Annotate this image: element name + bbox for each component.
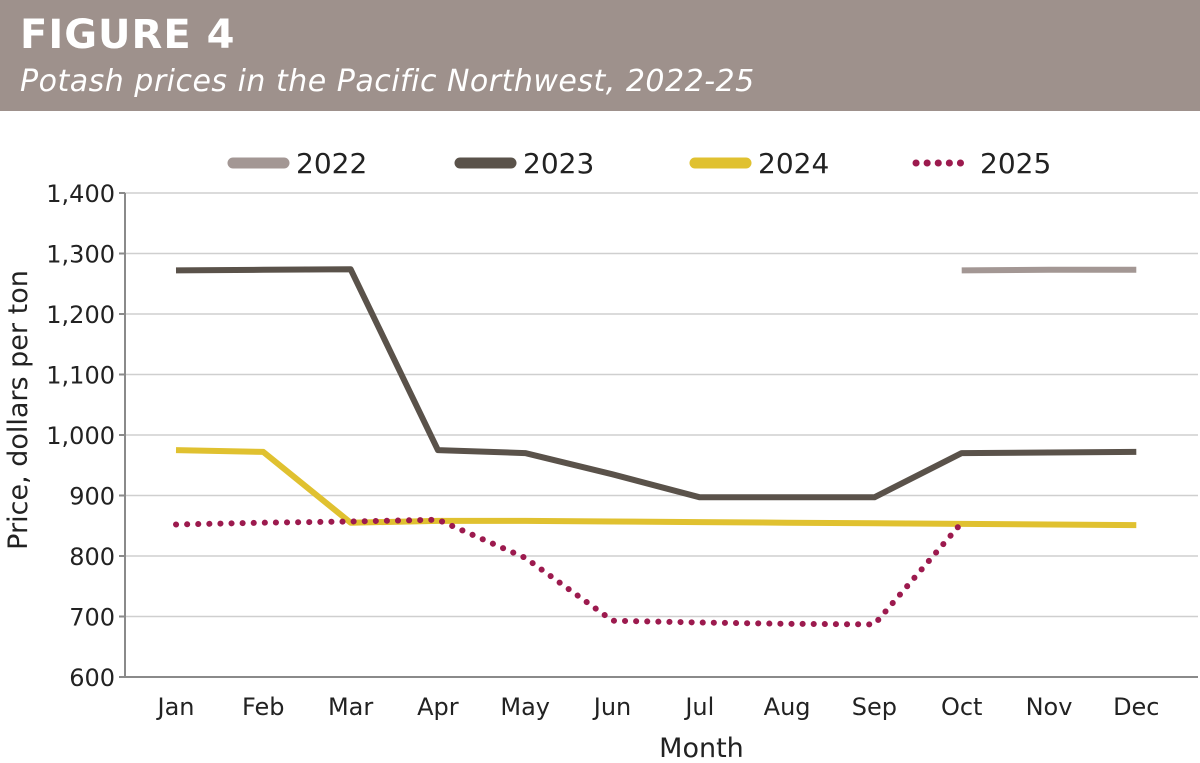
legend-label-2024: 2024 [758,147,829,180]
x-tick-label: Oct [941,693,983,721]
y-tick-label: 1,100 [46,362,115,390]
y-tick-label: 700 [69,604,115,632]
series-line-2023 [175,266,1137,501]
chart-axes [119,192,1198,678]
x-axis-title: Month [659,733,744,763]
y-tick-label: 900 [69,483,115,511]
x-tick-label: Apr [417,693,459,721]
legend-label-2022: 2022 [296,147,367,180]
y-tick-label: 600 [69,664,115,692]
x-tick-label: Feb [242,693,285,721]
series-lines [173,266,1137,628]
x-tick-label: Dec [1113,693,1159,721]
x-tick-label: May [500,693,550,721]
legend-label-2023: 2023 [523,147,594,180]
figure-header: FIGURE 4 Potash prices in the Pacific No… [0,0,1200,111]
x-tick-label: Aug [764,693,811,721]
y-axis-title: Price, dollars per ton [3,270,34,550]
x-tick-label: Jun [592,693,632,721]
series-line-2024 [175,447,1137,529]
figure-subtitle: Potash prices in the Pacific Northwest, … [20,64,755,99]
y-tick-labels: 600 700 800 900 1,000 1,100 1,200 1,300 1,400 [46,180,115,692]
legend-label-2025: 2025 [980,147,1051,180]
y-tick-label: 1,200 [46,301,115,329]
x-tick-label: Nov [1026,693,1073,721]
series-line-2025 [173,516,965,628]
y-tick-label: 1,300 [46,241,115,269]
y-tick-label: 800 [69,543,115,571]
x-tick-label: Jan [156,693,195,721]
y-tick-label: 1,000 [46,422,115,450]
x-tick-label: Jul [683,693,714,721]
x-tick-label: Sep [852,693,897,721]
y-tick-label: 1,400 [46,180,115,208]
grid-lines [125,192,1198,618]
x-tick-label: Mar [328,693,373,721]
x-tick-labels: Jan Feb Mar Apr May Jun Jul Aug Sep Oct Nov Dec [156,693,1160,721]
chart-legend: 2022 2023 2024 2025 [227,147,1051,180]
figure-label: FIGURE 4 [20,12,236,58]
series-line-2022 [961,266,1137,274]
